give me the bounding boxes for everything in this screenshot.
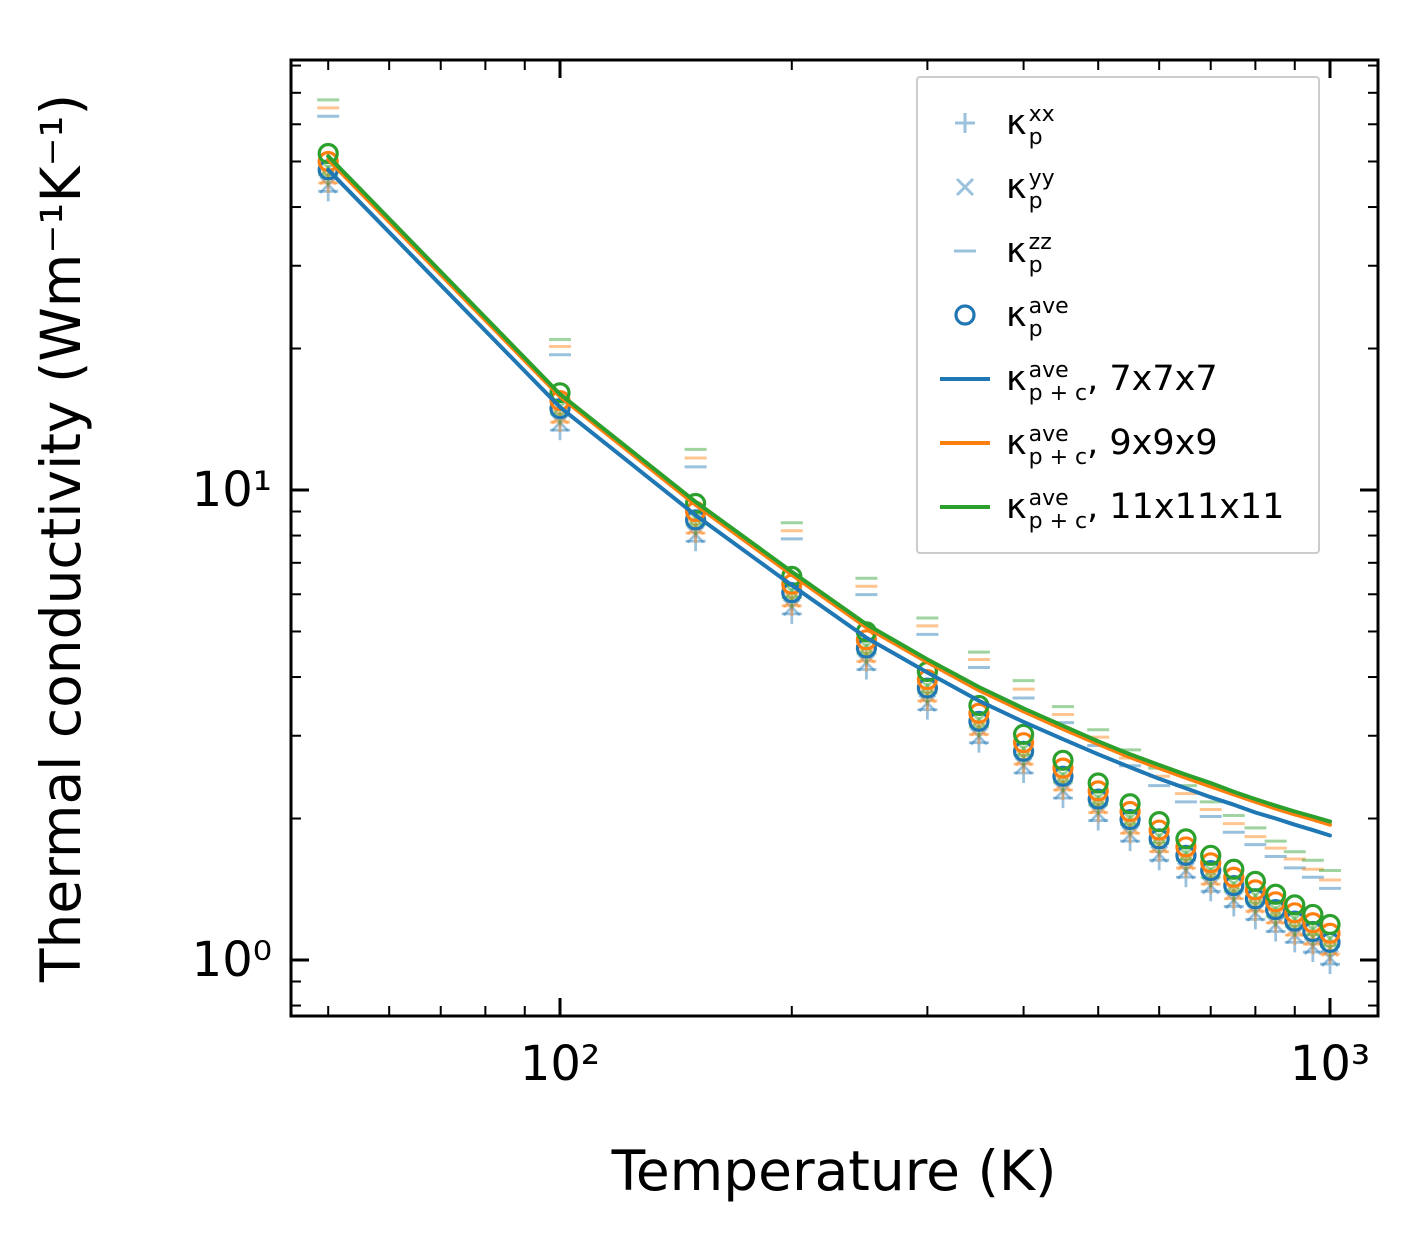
x-marker-icon: [936, 165, 994, 209]
line-marker-icon: [936, 485, 994, 529]
y-axis-label: Thermal conductivity (Wm⁻¹K⁻¹): [29, 94, 93, 983]
line-marker-icon: [936, 421, 994, 465]
series-kappa-p-zz-9x9x9: [317, 106, 1341, 882]
y-tick-label-1: 10⁰: [192, 932, 272, 988]
legend-label: κ ave p: [1006, 293, 1069, 342]
legend-item-kappa-p-xx: κ xx p: [936, 96, 1284, 150]
series-kappa-p-zz-11x11x11: [317, 98, 1341, 873]
x-tick-label-1000: 10³: [1290, 1036, 1370, 1092]
y-tick-label-10: 10¹: [192, 462, 272, 518]
legend-label: κ xx p: [1006, 101, 1055, 150]
legend-label: κ ave p + c, 11x11x11: [1006, 485, 1285, 534]
line-kappa-pc-ave-9x9x9: [326, 157, 1332, 827]
x-tick-label-100: 10²: [520, 1036, 600, 1092]
series-kappa-p-yy-7x7x7: [319, 175, 1339, 967]
legend-label: κ yy p: [1006, 165, 1055, 214]
x-axis-label: Temperature (K): [611, 1139, 1057, 1203]
series-kappa-p-xx-7x7x7: [318, 181, 1340, 975]
legend-item-kappa-pc-ave-11x11x11: κ ave p + c, 11x11x11: [936, 480, 1284, 534]
plot-data: [317, 98, 1341, 975]
plus-marker-icon: [936, 101, 994, 145]
legend-item-kappa-p-yy: κ yy p: [936, 160, 1284, 214]
series-kappa-p-xx-9x9x9: [318, 172, 1340, 964]
legend-item-kappa-p-zz: κ zz p: [936, 224, 1284, 278]
plot-frame: [289, 58, 1380, 1018]
legend-label: κ zz p: [1006, 229, 1052, 278]
line-kappa-pc-ave-11x11x11: [326, 154, 1332, 824]
axis-ticks: [291, 60, 1378, 1016]
circle-marker-icon: [936, 293, 994, 337]
line-kappa-pc-ave-7x7x7: [326, 167, 1332, 838]
legend-label: κ ave p + c, 9x9x9: [1006, 421, 1218, 470]
line-marker-icon: [936, 357, 994, 401]
legend-item-kappa-p-ave: κ ave p: [936, 288, 1284, 342]
legend-item-kappa-pc-ave-9x9x9: κ ave p + c, 9x9x9: [936, 416, 1284, 470]
chart-legend: κ xx p κ yy p κ zz p κ ave p κ ave p + c, 7x7x7 κ ave p +…: [916, 76, 1321, 554]
legend-item-kappa-pc-ave-7x7x7: κ ave p + c, 7x7x7: [936, 352, 1284, 406]
legend-label: κ ave p + c, 7x7x7: [1006, 357, 1218, 406]
dash-marker-icon: [936, 229, 994, 273]
